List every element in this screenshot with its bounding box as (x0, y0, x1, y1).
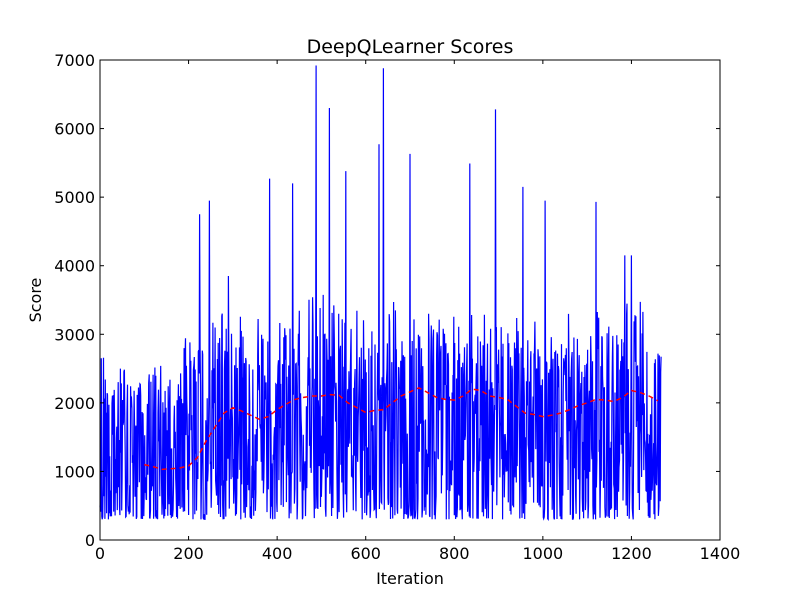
y-axis-label: Score (26, 278, 45, 323)
y-tick-label: 3000 (54, 325, 95, 344)
y-tick-label: 4000 (54, 257, 95, 276)
x-tick-label: 0 (95, 544, 105, 563)
x-tick-label: 200 (173, 544, 204, 563)
x-tick-label: 1200 (611, 544, 652, 563)
y-tick-label: 6000 (54, 120, 95, 139)
x-tick-label: 800 (439, 544, 470, 563)
ticks-layer: 0 200 400 600 800 1000 1200 1400 0 1000 2000 3000 40… (54, 51, 740, 563)
x-tick-label: 600 (350, 544, 381, 563)
y-tick-label: 0 (85, 531, 95, 550)
average-series-line (144, 386, 659, 471)
y-tick-label: 5000 (54, 188, 95, 207)
y-tick-label: 7000 (54, 51, 95, 70)
x-tick-label: 1400 (700, 544, 741, 563)
score-series-line (99, 65, 662, 522)
x-axis-label: Iteration (376, 569, 444, 588)
series-layer (99, 65, 662, 522)
y-tick-label: 1000 (54, 462, 95, 481)
x-tick-label: 400 (262, 544, 293, 563)
plot-frame (99, 59, 721, 541)
chart-title: DeepQLearner Scores (307, 36, 514, 58)
y-tick-label: 2000 (54, 394, 95, 413)
x-tick-label: 1000 (522, 544, 563, 563)
